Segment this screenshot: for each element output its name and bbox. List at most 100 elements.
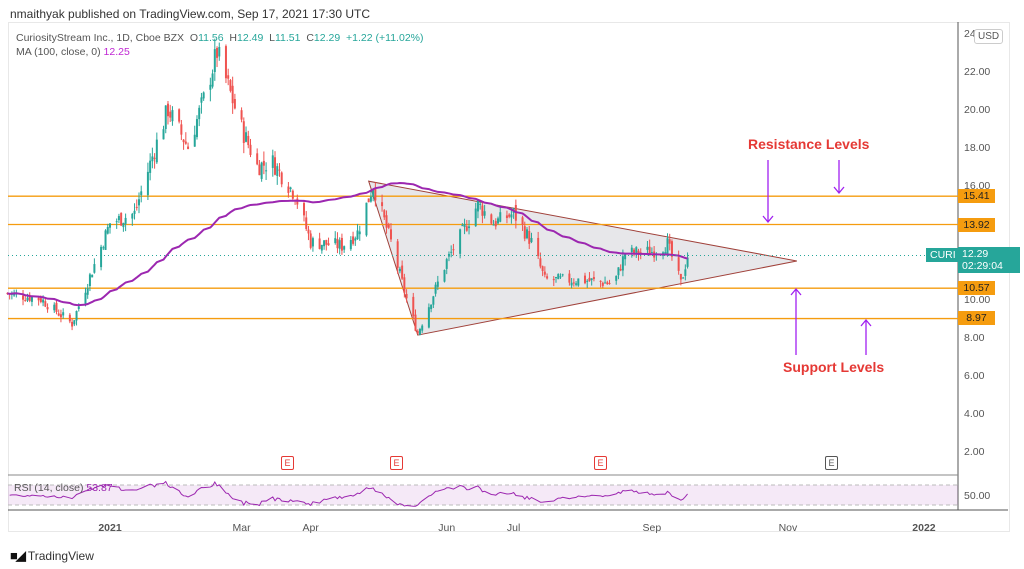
candle-body (55, 302, 58, 313)
candle-body (140, 191, 143, 196)
candle-body (633, 249, 636, 254)
candle-body (211, 73, 214, 87)
candle-body (479, 203, 482, 205)
high-value: 12.49 (237, 32, 264, 44)
candle-body (572, 282, 575, 284)
candle-body (318, 238, 321, 249)
candle-body (619, 268, 622, 271)
candle-body (436, 281, 439, 287)
candle-body (155, 139, 158, 163)
candle-body (403, 277, 406, 293)
candle-body (135, 206, 138, 208)
candle-body (88, 274, 91, 286)
candle-body (146, 171, 149, 196)
candle-body (354, 238, 357, 241)
candle-body (387, 224, 390, 228)
candle-body (104, 230, 107, 250)
candle-body (91, 274, 94, 278)
candle-body (166, 103, 169, 117)
ohlc-legend: CuriosityStream Inc., 1D, Cboe BZX O11.5… (16, 32, 424, 44)
earnings-marker[interactable]: E (281, 456, 294, 470)
ma-value: 12.25 (103, 46, 130, 58)
candle-body (389, 229, 392, 240)
candle-body (358, 231, 361, 235)
candle-body (608, 283, 611, 285)
candle-body (416, 331, 419, 334)
candle-body (452, 249, 455, 251)
low-label: L (269, 32, 275, 44)
brand-name: TradingView (27, 549, 94, 563)
candle-body (84, 292, 87, 305)
earnings-marker-upcoming[interactable]: E (825, 456, 838, 470)
candle-body (303, 203, 306, 216)
candle-body (278, 169, 281, 171)
candle-body (343, 246, 346, 250)
level-label: 10.57 (958, 281, 995, 295)
candle-body (356, 230, 359, 240)
level-label: 13.92 (958, 218, 995, 232)
candle-body (575, 283, 578, 285)
time-tick: Sep (643, 522, 662, 534)
rsi-label: RSI (14, close) (14, 482, 84, 494)
currency-button[interactable]: USD (974, 29, 1004, 44)
symbol-label[interactable]: CuriosityStream Inc., 1D, Cboe BZX (16, 32, 185, 44)
candle-body (465, 226, 468, 231)
candle-body (22, 295, 25, 300)
candle-body (256, 153, 259, 165)
candle-body (537, 237, 540, 257)
rsi-band (8, 485, 958, 505)
time-tick: Jun (438, 522, 455, 534)
candle-body (218, 46, 221, 57)
candle-body (233, 99, 236, 109)
candle-body (499, 212, 502, 222)
candle-body (461, 225, 464, 227)
candle-body (648, 246, 651, 256)
rsi-value: 53.87 (86, 482, 113, 494)
earnings-marker[interactable]: E (390, 456, 403, 470)
ma-label: MA (100, close, 0) (16, 46, 101, 58)
candle-body (568, 273, 571, 283)
support-annotation[interactable]: Support Levels (783, 359, 885, 375)
candle-body (679, 273, 682, 280)
candle-body (445, 259, 448, 269)
candle-body (287, 186, 290, 193)
candle-body (434, 284, 437, 294)
time-tick: 2022 (912, 522, 936, 534)
candle-body (539, 258, 542, 267)
candle-body (137, 199, 140, 206)
tv-logo-icon: ■◢ (10, 548, 26, 563)
candle-body (459, 229, 462, 254)
candle-body (481, 205, 484, 216)
price-tick: 2.00 (964, 446, 985, 458)
candle-body (483, 211, 486, 216)
chart-frame (8, 22, 1010, 532)
tradingview-logo[interactable]: ■◢ TradingView (10, 548, 94, 564)
resistance-annotation[interactable]: Resistance Levels (748, 136, 870, 152)
open-label: O (189, 32, 199, 44)
candle-body (650, 252, 653, 254)
ma-legend[interactable]: MA (100, close, 0) 12.25 (16, 46, 130, 58)
candle-body (606, 282, 609, 285)
price-tick: 6.00 (964, 370, 985, 382)
candle-body (184, 141, 187, 144)
candle-body (227, 75, 230, 79)
candle-body (682, 277, 685, 279)
candle-body (463, 223, 466, 227)
candle-body (274, 157, 277, 175)
candle-body (583, 275, 586, 284)
candle-body (543, 271, 546, 275)
candle-body (198, 107, 201, 120)
candle-body (526, 229, 529, 239)
price-tick: 18.00 (964, 142, 990, 154)
candle-body (365, 202, 368, 236)
candle-body (258, 164, 261, 176)
candle-body (62, 312, 65, 316)
rsi-legend[interactable]: RSI (14, close) 53.87 (14, 482, 113, 494)
candle-body (635, 247, 638, 253)
candle-body (262, 160, 265, 166)
candle-body (180, 124, 183, 135)
candle-body (271, 155, 274, 168)
earnings-marker[interactable]: E (594, 456, 607, 470)
candle-body (311, 238, 314, 247)
